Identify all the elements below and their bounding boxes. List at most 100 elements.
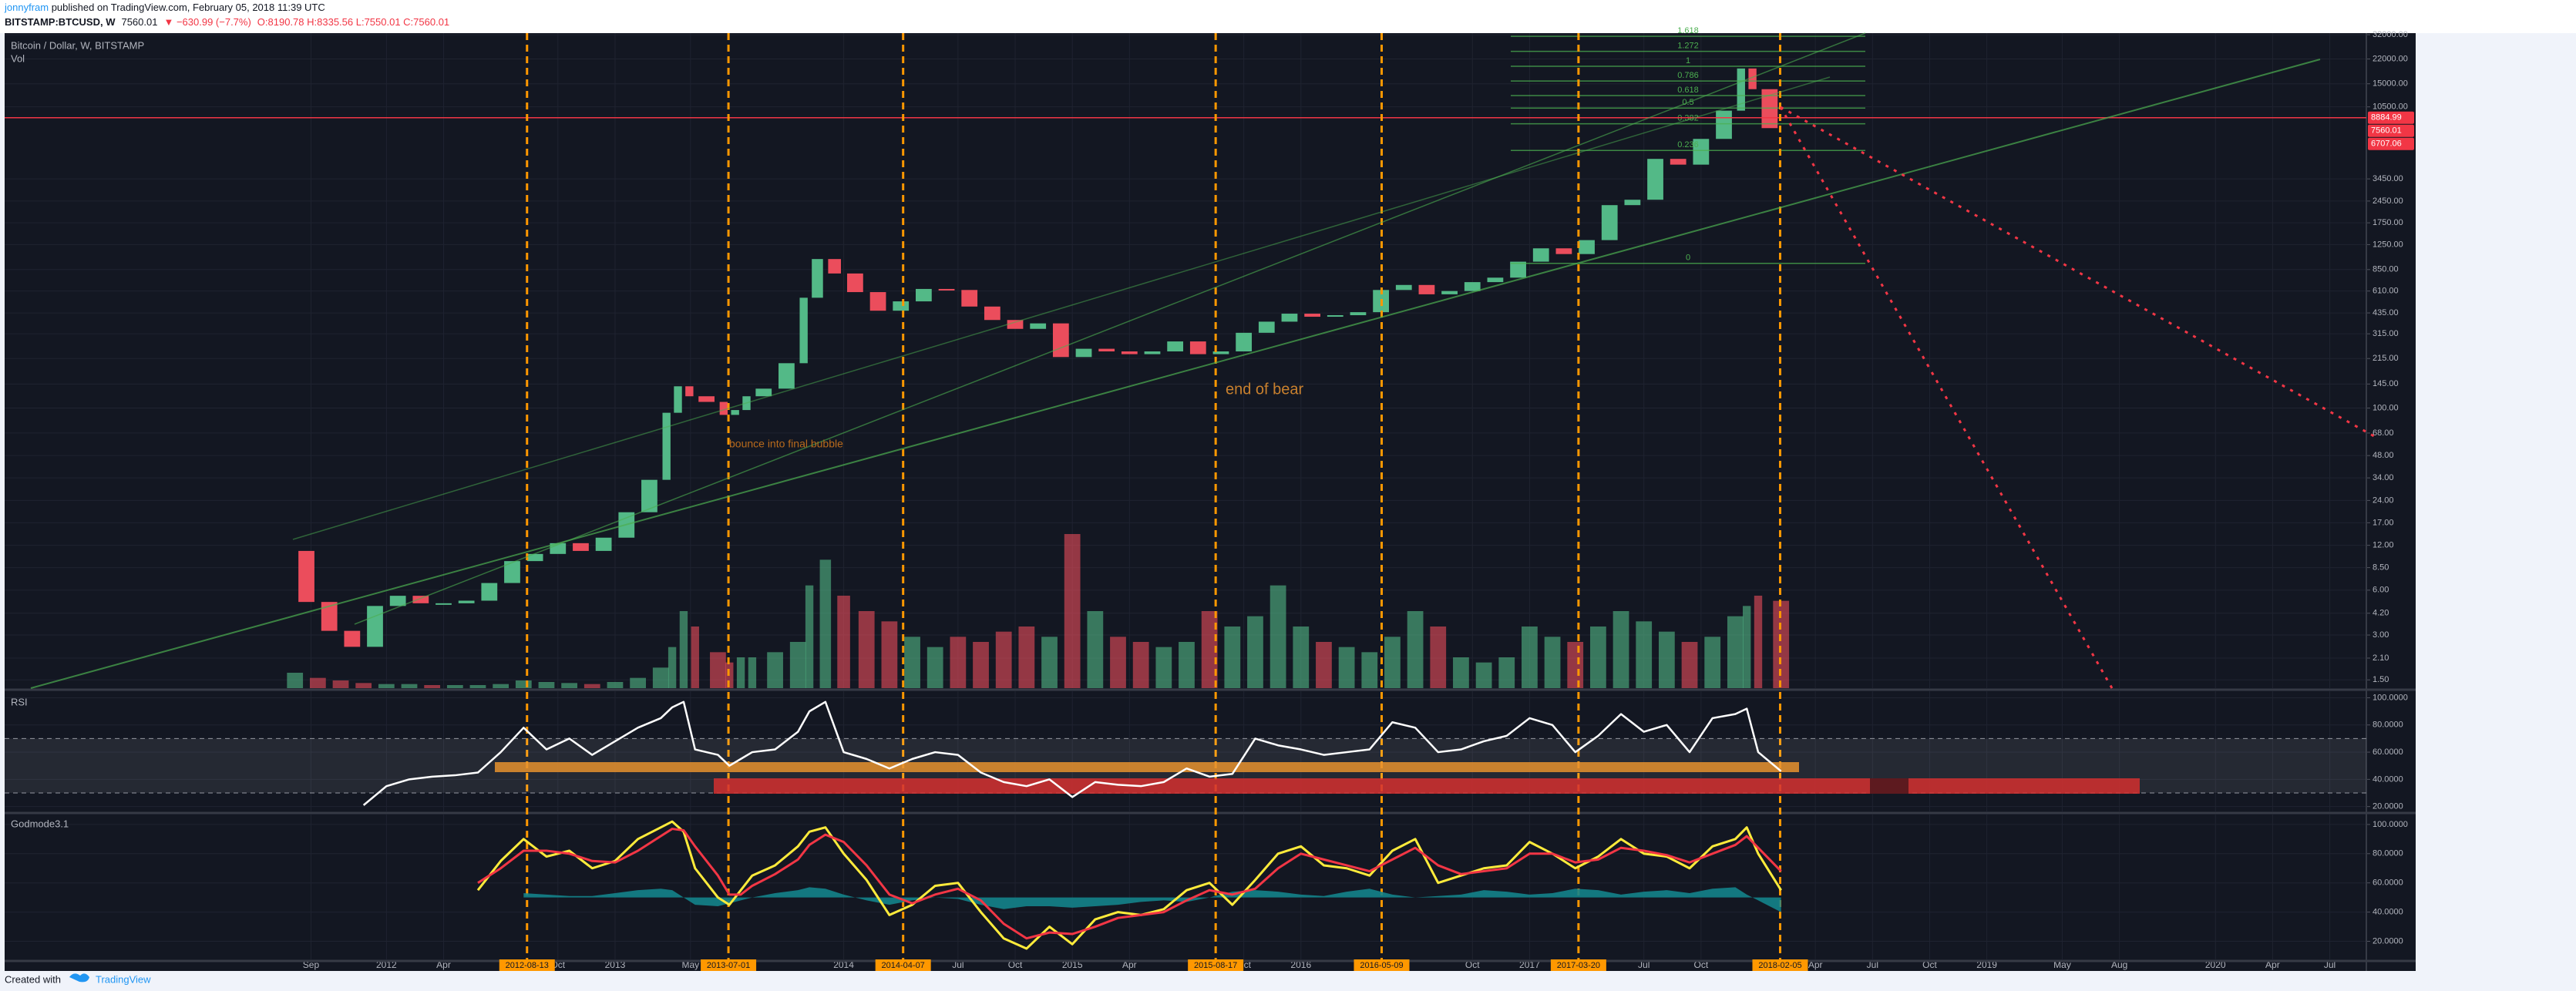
candle (1441, 291, 1458, 294)
oscillator-line (476, 820, 1782, 950)
volume-bar (691, 627, 699, 688)
price-label-bg (2368, 111, 2414, 124)
drawings: bounce into final bubble end of bear (30, 32, 2375, 794)
volume-bar (607, 682, 624, 688)
candle (1395, 284, 1412, 291)
candle (847, 273, 863, 293)
volume-bar (1704, 637, 1721, 688)
candle (719, 401, 728, 415)
last-price: 7560.01 (121, 16, 157, 28)
candle (435, 603, 452, 605)
candle (1327, 315, 1343, 317)
candle (481, 583, 498, 601)
volume-bar (748, 657, 757, 688)
symbol: BITSTAMP:BTCUSD, W (5, 16, 116, 28)
price-label-bg (2368, 137, 2414, 150)
header-line: jonnyfram published on TradingView.com, … (4, 2, 325, 13)
x-tick-label: Jul (1638, 959, 1650, 970)
volume-bar (710, 652, 726, 688)
candle (1716, 110, 1732, 139)
candle (412, 596, 429, 603)
candle (1098, 348, 1115, 352)
volume-bar (819, 559, 832, 688)
volume-bar (1773, 600, 1790, 688)
volume-label: Vol (11, 52, 25, 64)
x-tick-label: Jul (1867, 959, 1878, 970)
volume-bar (1430, 627, 1447, 688)
candle (779, 363, 795, 389)
trend-line (1780, 106, 2375, 438)
volume-bar (904, 637, 920, 688)
volume-bar (1754, 596, 1763, 688)
candle (526, 553, 543, 562)
volume-bar (1110, 637, 1126, 688)
x-tick-label: Apr (1122, 959, 1137, 970)
volume-bar (1338, 647, 1355, 688)
y-tick-label: 60.0000 (2373, 747, 2403, 757)
date-label-bg (1550, 959, 1606, 971)
volume-bar (881, 621, 898, 688)
author[interactable]: jonnyfram (4, 2, 49, 13)
volume-bar (1613, 611, 1629, 688)
y-tick-label: 34.00 (2373, 473, 2394, 482)
date-label: 2017-03-20 (1557, 961, 1600, 970)
rsi-line (362, 700, 1782, 806)
volume-bar (1384, 637, 1401, 688)
volume-bar (561, 683, 578, 688)
candle (389, 596, 406, 606)
y-tick-label: 850.00 (2373, 265, 2399, 274)
candle (595, 537, 612, 551)
volume-bar (1064, 534, 1081, 688)
x-tick-label: Oct (1694, 959, 1709, 970)
volume-bar (1201, 611, 1218, 688)
candle (1121, 351, 1138, 354)
volume-bar (378, 684, 395, 688)
candle (1647, 159, 1663, 200)
volume-bar (1590, 627, 1606, 688)
y-tick-label: 435.00 (2373, 308, 2399, 317)
y-tick-label: 145.00 (2373, 379, 2399, 388)
volume-bar (736, 657, 745, 688)
candle (938, 288, 955, 291)
ohlc: O:8190.78 H:8335.56 L:7550.01 C:7560.01 (257, 16, 449, 28)
x-tick-label: Oct (1922, 959, 1937, 970)
y-tick-label: 215.00 (2373, 354, 2399, 363)
price-label: 6707.06 (2371, 139, 2402, 149)
volume-bar (424, 685, 441, 688)
volume-bar (1475, 662, 1492, 688)
volume-bar (1407, 611, 1424, 688)
x-tick-label: 2012 (376, 959, 397, 970)
fib-label: 0.236 (1677, 140, 1699, 149)
volume-bar (1658, 631, 1675, 688)
footer-brand[interactable]: TradingView (96, 973, 151, 985)
y-tick-label: 3450.00 (2373, 174, 2403, 183)
date-label-bg (701, 959, 757, 971)
volume-bar (1224, 627, 1241, 688)
candle (1167, 341, 1184, 352)
y-tick-label: 3.00 (2373, 630, 2389, 640)
volume-bar (630, 677, 646, 688)
x-tick-label: 2019 (1976, 959, 1997, 970)
volume-bar (1247, 616, 1263, 688)
date-label: 2018-02-05 (1758, 961, 1801, 970)
candle (1212, 351, 1229, 354)
volume-bar (1041, 637, 1058, 688)
y-tick-label: 60.0000 (2373, 878, 2403, 888)
x-tick-label: 2013 (605, 959, 626, 970)
symbol-line: BITSTAMP:BTCUSD, W 7560.01 ▼ −630.99 (−7.7… (5, 16, 449, 28)
volume-bar (767, 652, 783, 688)
y-tick-label: 22000.00 (2373, 54, 2408, 63)
candle (1007, 320, 1024, 329)
candle (1418, 284, 1435, 294)
y-tick-label: 17.00 (2373, 518, 2394, 527)
candle (1281, 314, 1298, 322)
candle (828, 259, 842, 274)
volume-bar (1270, 585, 1286, 688)
x-tick-label: 2020 (2205, 959, 2226, 970)
y-tick-label: 80.0000 (2373, 849, 2403, 858)
histogram-area (523, 887, 1781, 912)
volume-bar (1018, 627, 1035, 688)
volume-bar (401, 684, 418, 688)
